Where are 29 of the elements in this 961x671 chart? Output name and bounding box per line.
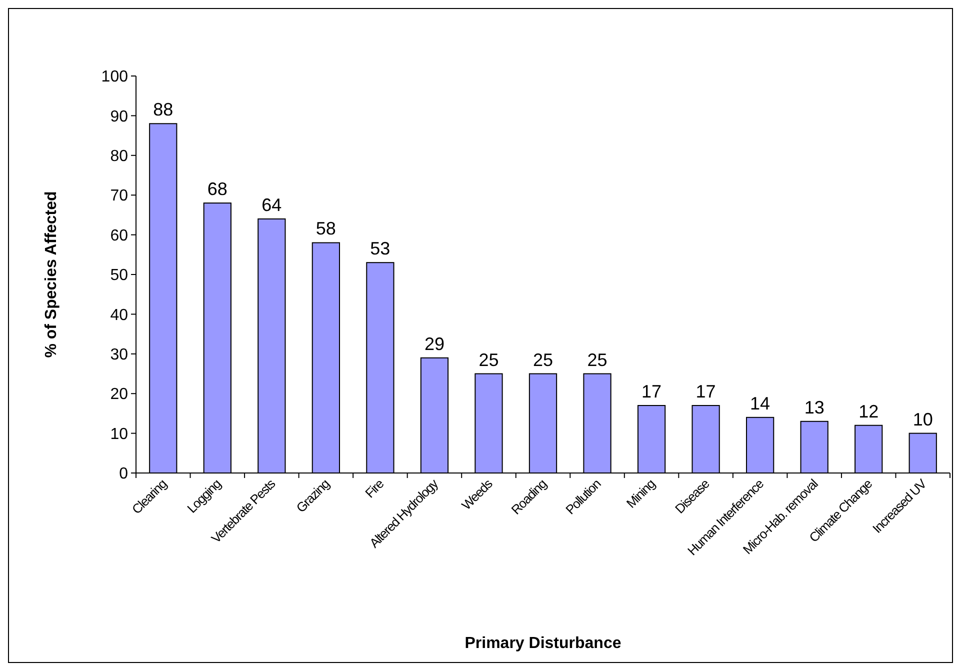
data-label: 12 <box>858 401 879 422</box>
y-tick-label: 80 <box>110 148 128 165</box>
y-tick-label: 10 <box>110 426 128 443</box>
y-tick-label: 50 <box>110 267 128 284</box>
data-label: 29 <box>424 334 444 354</box>
data-label: 13 <box>804 397 824 418</box>
x-axis-title: Primary Disturbance <box>464 635 622 652</box>
data-label: 25 <box>478 350 499 370</box>
data-label: 25 <box>587 350 608 370</box>
data-label: 17 <box>642 382 662 402</box>
y-tick-label: 100 <box>101 68 128 86</box>
y-tick-label: 70 <box>110 188 128 205</box>
data-label: 53 <box>370 238 390 259</box>
x-tick-label: Fire <box>362 476 387 501</box>
data-label: 17 <box>696 382 716 402</box>
y-tick-label: 30 <box>110 346 128 364</box>
y-axis-title: % of Species Affected <box>43 191 60 358</box>
data-label: 58 <box>316 218 336 239</box>
y-tick-label: 90 <box>110 108 128 126</box>
y-tick-label: 60 <box>110 227 128 244</box>
y-tick-label: 40 <box>110 306 128 324</box>
data-label: 14 <box>750 393 770 414</box>
data-label: 64 <box>262 194 282 215</box>
data-label: 10 <box>912 409 933 430</box>
y-tick-label: 0 <box>119 466 128 483</box>
data-label: 68 <box>207 179 228 200</box>
y-tick-label: 20 <box>110 386 128 404</box>
data-label: 25 <box>532 350 554 370</box>
data-label: 88 <box>153 100 174 120</box>
